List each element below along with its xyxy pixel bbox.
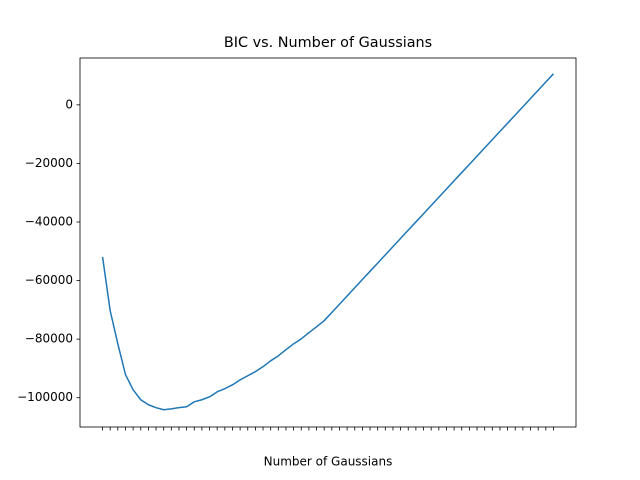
y-tick-label: −60000 — [25, 273, 73, 287]
plot-frame — [79, 57, 577, 428]
y-tick-label: −100000 — [17, 390, 73, 404]
chart-title: BIC vs. Number of Gaussians — [224, 35, 432, 51]
y-tick-label: −20000 — [25, 156, 73, 170]
line — [101, 73, 554, 411]
y-tick-label: −40000 — [25, 215, 73, 229]
y-tick-label: 0 — [65, 97, 73, 111]
y-tick-label: −80000 — [25, 332, 73, 346]
x-axis-label: Number of Gaussians — [264, 455, 393, 469]
